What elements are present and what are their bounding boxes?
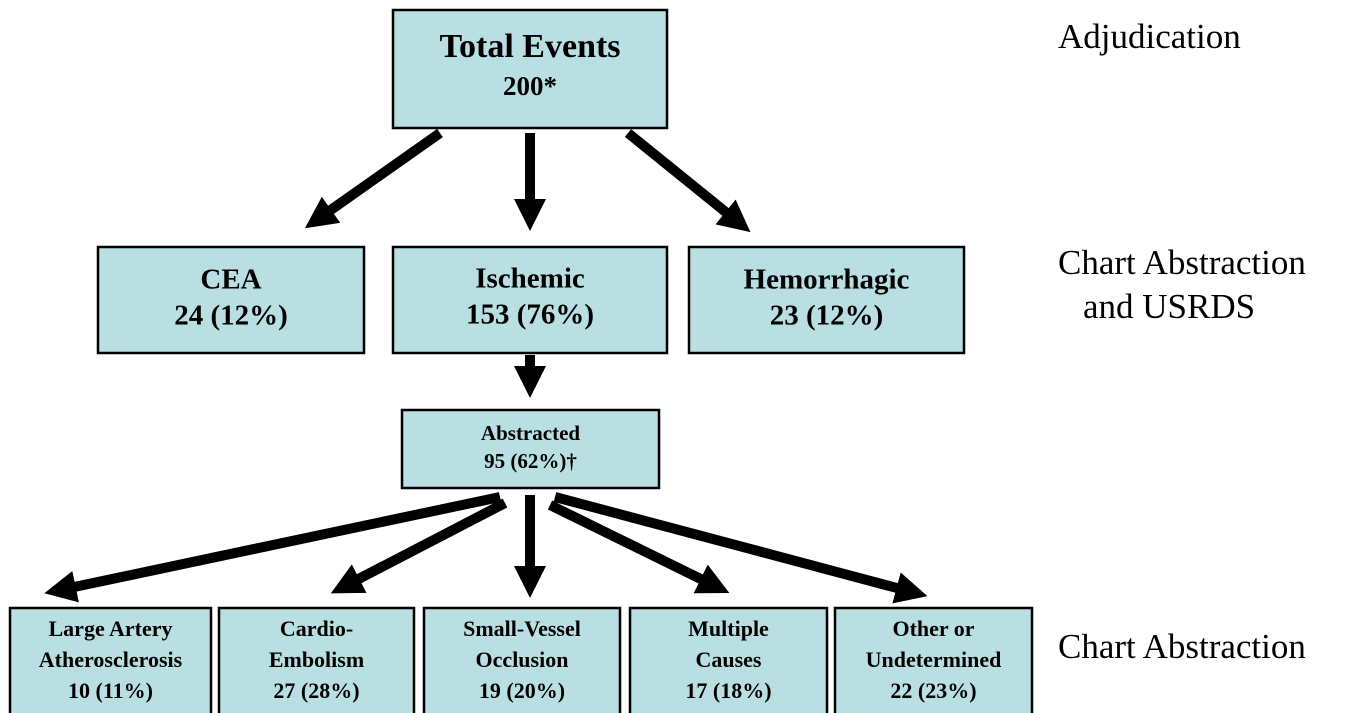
node-label: CEA <box>200 264 261 296</box>
nodes: Total Events 200* CEA 24 (12%) Ischemic 153 (… <box>8 8 1034 713</box>
node-label: Cardio- <box>280 616 353 641</box>
node-label: 153 (76%) <box>466 299 594 331</box>
node-box <box>8 606 213 713</box>
node-box <box>391 245 669 355</box>
node-label: Large Artery <box>49 616 173 641</box>
node-label: 27 (28%) <box>273 678 359 703</box>
node-label: 10 (11%) <box>68 678 153 703</box>
node-label: Total Events <box>439 28 620 65</box>
arrow <box>44 492 502 603</box>
node-label: Abstracted <box>481 421 580 445</box>
node-label: Multiple <box>688 616 769 641</box>
arrow <box>553 492 928 604</box>
node-label: 95 (62%)† <box>484 449 577 473</box>
arrow <box>547 500 730 594</box>
node-box <box>687 245 966 355</box>
node-label: Embolism <box>269 647 364 672</box>
node-box <box>400 408 661 490</box>
arrows <box>44 128 928 604</box>
node-label: Undetermined <box>866 647 1002 672</box>
node-label: Hemorrhagic <box>744 264 910 296</box>
node-label: 200* <box>503 71 557 101</box>
node-label: Other or <box>892 616 974 641</box>
arrow <box>624 129 751 233</box>
arrow <box>330 498 508 594</box>
node-label: Atherosclerosis <box>39 647 183 672</box>
node-box <box>833 606 1034 713</box>
node-box <box>96 245 366 355</box>
level-label: Adjudication <box>1058 17 1241 56</box>
node-label: 19 (20%) <box>479 678 565 703</box>
level-label: Chart Abstraction <box>1058 243 1306 282</box>
node-label: Ischemic <box>475 263 585 295</box>
node-label: Causes <box>695 647 761 672</box>
node-label: 17 (18%) <box>685 678 771 703</box>
level-label: Chart Abstraction <box>1058 627 1306 666</box>
node-box <box>422 606 622 713</box>
node-label: 22 (23%) <box>890 678 976 703</box>
level-label: and USRDS <box>1083 287 1255 326</box>
node-box <box>391 8 669 130</box>
node-box <box>628 606 829 713</box>
node-box <box>217 606 416 713</box>
arrow <box>304 128 443 229</box>
level-labels: Adjudication Chart Abstraction and USRDS… <box>1058 17 1306 666</box>
node-label: 24 (12%) <box>174 300 288 332</box>
node-label: Small-Vessel <box>463 616 581 641</box>
node-label: Occlusion <box>476 647 569 672</box>
node-label: 23 (12%) <box>770 300 884 332</box>
